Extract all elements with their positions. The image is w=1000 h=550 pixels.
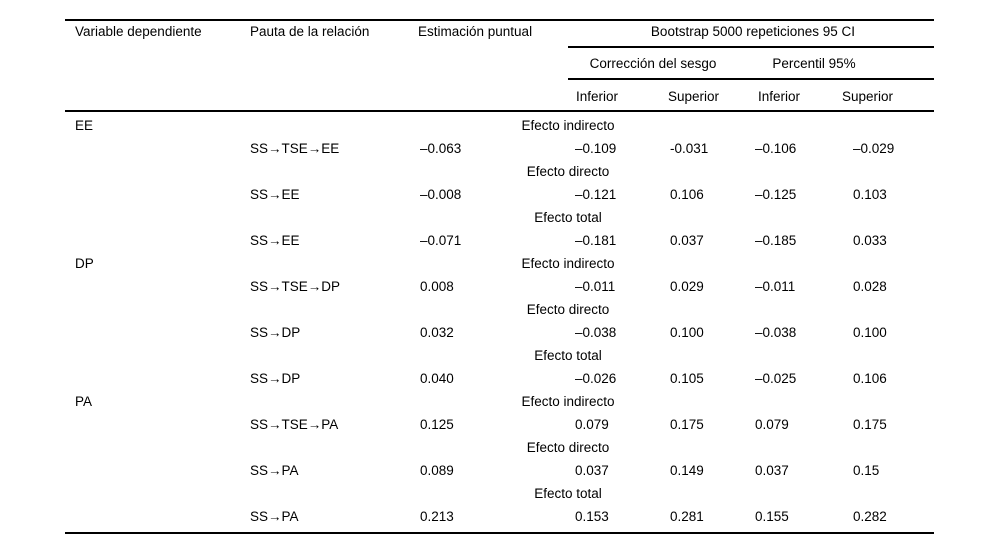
effect-type-label: Efecto directo: [526, 302, 610, 317]
ci-pct-upper: 0.106: [853, 371, 887, 386]
ci-pct-lower: –0.011: [755, 279, 796, 294]
effect-type-label: Efecto total: [534, 486, 602, 501]
ci-pct-upper: 0.103: [853, 187, 887, 202]
ci-pct-lower: –0.106: [755, 141, 797, 156]
point-estimate: 0.032: [420, 325, 454, 340]
relation-path: SS→TSE→PA: [250, 417, 339, 432]
point-estimate: 0.089: [420, 463, 454, 478]
ci-pct-lower: –0.125: [755, 187, 797, 202]
point-estimate: –0.071: [420, 233, 462, 248]
relation-path: SS→EE: [250, 187, 300, 202]
ci-bc-lower: –0.011: [575, 279, 616, 294]
ci-pct-upper: 0.15: [853, 463, 880, 478]
relation-path: SS→DP: [250, 325, 301, 340]
effect-type-label: Efecto total: [534, 210, 602, 225]
point-estimate: 0.040: [420, 371, 454, 386]
effect-type-label: Efecto indirecto: [521, 256, 615, 271]
ci-bc-lower: 0.153: [575, 509, 609, 524]
ci-bc-upper: 0.106: [670, 187, 704, 202]
ci-pct-upper: –0.029: [853, 141, 895, 156]
relation-path: SS→TSE→EE: [250, 141, 340, 156]
point-estimate: 0.125: [420, 417, 454, 432]
ci-pct-upper: 0.100: [853, 325, 887, 340]
point-estimate: 0.213: [420, 509, 454, 524]
header-pct-superior: Superior: [842, 89, 894, 104]
ci-bc-upper: 0.105: [670, 371, 704, 386]
point-estimate: –0.063: [420, 141, 462, 156]
point-estimate: –0.008: [420, 187, 462, 202]
header-variable-dependiente: Variable dependiente: [75, 24, 202, 39]
ci-bc-upper: 0.281: [670, 509, 704, 524]
ci-bc-lower: –0.026: [575, 371, 617, 386]
ci-pct-lower: 0.155: [755, 509, 789, 524]
ci-pct-lower: –0.038: [755, 325, 797, 340]
relation-path: SS→PA: [250, 463, 299, 478]
ci-bc-upper: 0.037: [670, 233, 704, 248]
header-pct-inferior: Inferior: [758, 89, 801, 104]
relation-path: SS→PA: [250, 509, 299, 524]
effect-type-label: Efecto directo: [526, 164, 610, 179]
ci-bc-lower: –0.181: [575, 233, 617, 248]
ci-pct-upper: 0.028: [853, 279, 887, 294]
effect-type-label: Efecto indirecto: [521, 394, 615, 409]
header-correccion-sesgo: Corrección del sesgo: [589, 56, 717, 71]
ci-pct-lower: –0.025: [755, 371, 797, 386]
ci-pct-upper: 0.282: [853, 509, 887, 524]
table-rule-ci-groups-underline: [568, 78, 934, 80]
ci-pct-upper: 0.175: [853, 417, 887, 432]
ci-pct-lower: 0.079: [755, 417, 789, 432]
header-estimacion-puntual: Estimación puntual: [418, 24, 533, 39]
point-estimate: 0.008: [420, 279, 454, 294]
ci-bc-upper: 0.029: [670, 279, 704, 294]
relation-path: SS→EE: [250, 233, 300, 248]
ci-pct-lower: 0.037: [755, 463, 789, 478]
ci-bc-lower: –0.109: [575, 141, 617, 156]
effect-type-label: Efecto total: [534, 348, 602, 363]
table-rule-header-bottom: [65, 110, 934, 112]
ci-bc-lower: 0.037: [575, 463, 609, 478]
ci-pct-upper: 0.033: [853, 233, 887, 248]
table-rule-bootstrap-underline: [568, 46, 934, 48]
table-rule-bottom: [65, 532, 934, 534]
ci-bc-upper: 0.149: [670, 463, 704, 478]
variable-label: EE: [75, 118, 94, 133]
ci-pct-lower: –0.185: [755, 233, 797, 248]
ci-bc-lower: –0.038: [575, 325, 617, 340]
variable-label: DP: [75, 256, 94, 271]
variable-label: PA: [75, 394, 93, 409]
header-bc-inferior: Inferior: [576, 89, 619, 104]
ci-bc-upper: -0.031: [670, 141, 709, 156]
header-percentil-95: Percentil 95%: [772, 56, 856, 71]
header-bc-superior: Superior: [668, 89, 720, 104]
ci-bc-lower: 0.079: [575, 417, 609, 432]
ci-bc-upper: 0.100: [670, 325, 704, 340]
table-rule-top: [65, 19, 934, 21]
ci-bc-upper: 0.175: [670, 417, 704, 432]
effect-type-label: Efecto directo: [526, 440, 610, 455]
relation-path: SS→TSE→DP: [250, 279, 341, 294]
header-pauta-relacion: Pauta de la relación: [250, 24, 370, 39]
ci-bc-lower: –0.121: [575, 187, 617, 202]
relation-path: SS→DP: [250, 371, 301, 386]
effect-type-label: Efecto indirecto: [521, 118, 615, 133]
header-bootstrap-span: Bootstrap 5000 repeticiones 95 CI: [650, 24, 856, 39]
